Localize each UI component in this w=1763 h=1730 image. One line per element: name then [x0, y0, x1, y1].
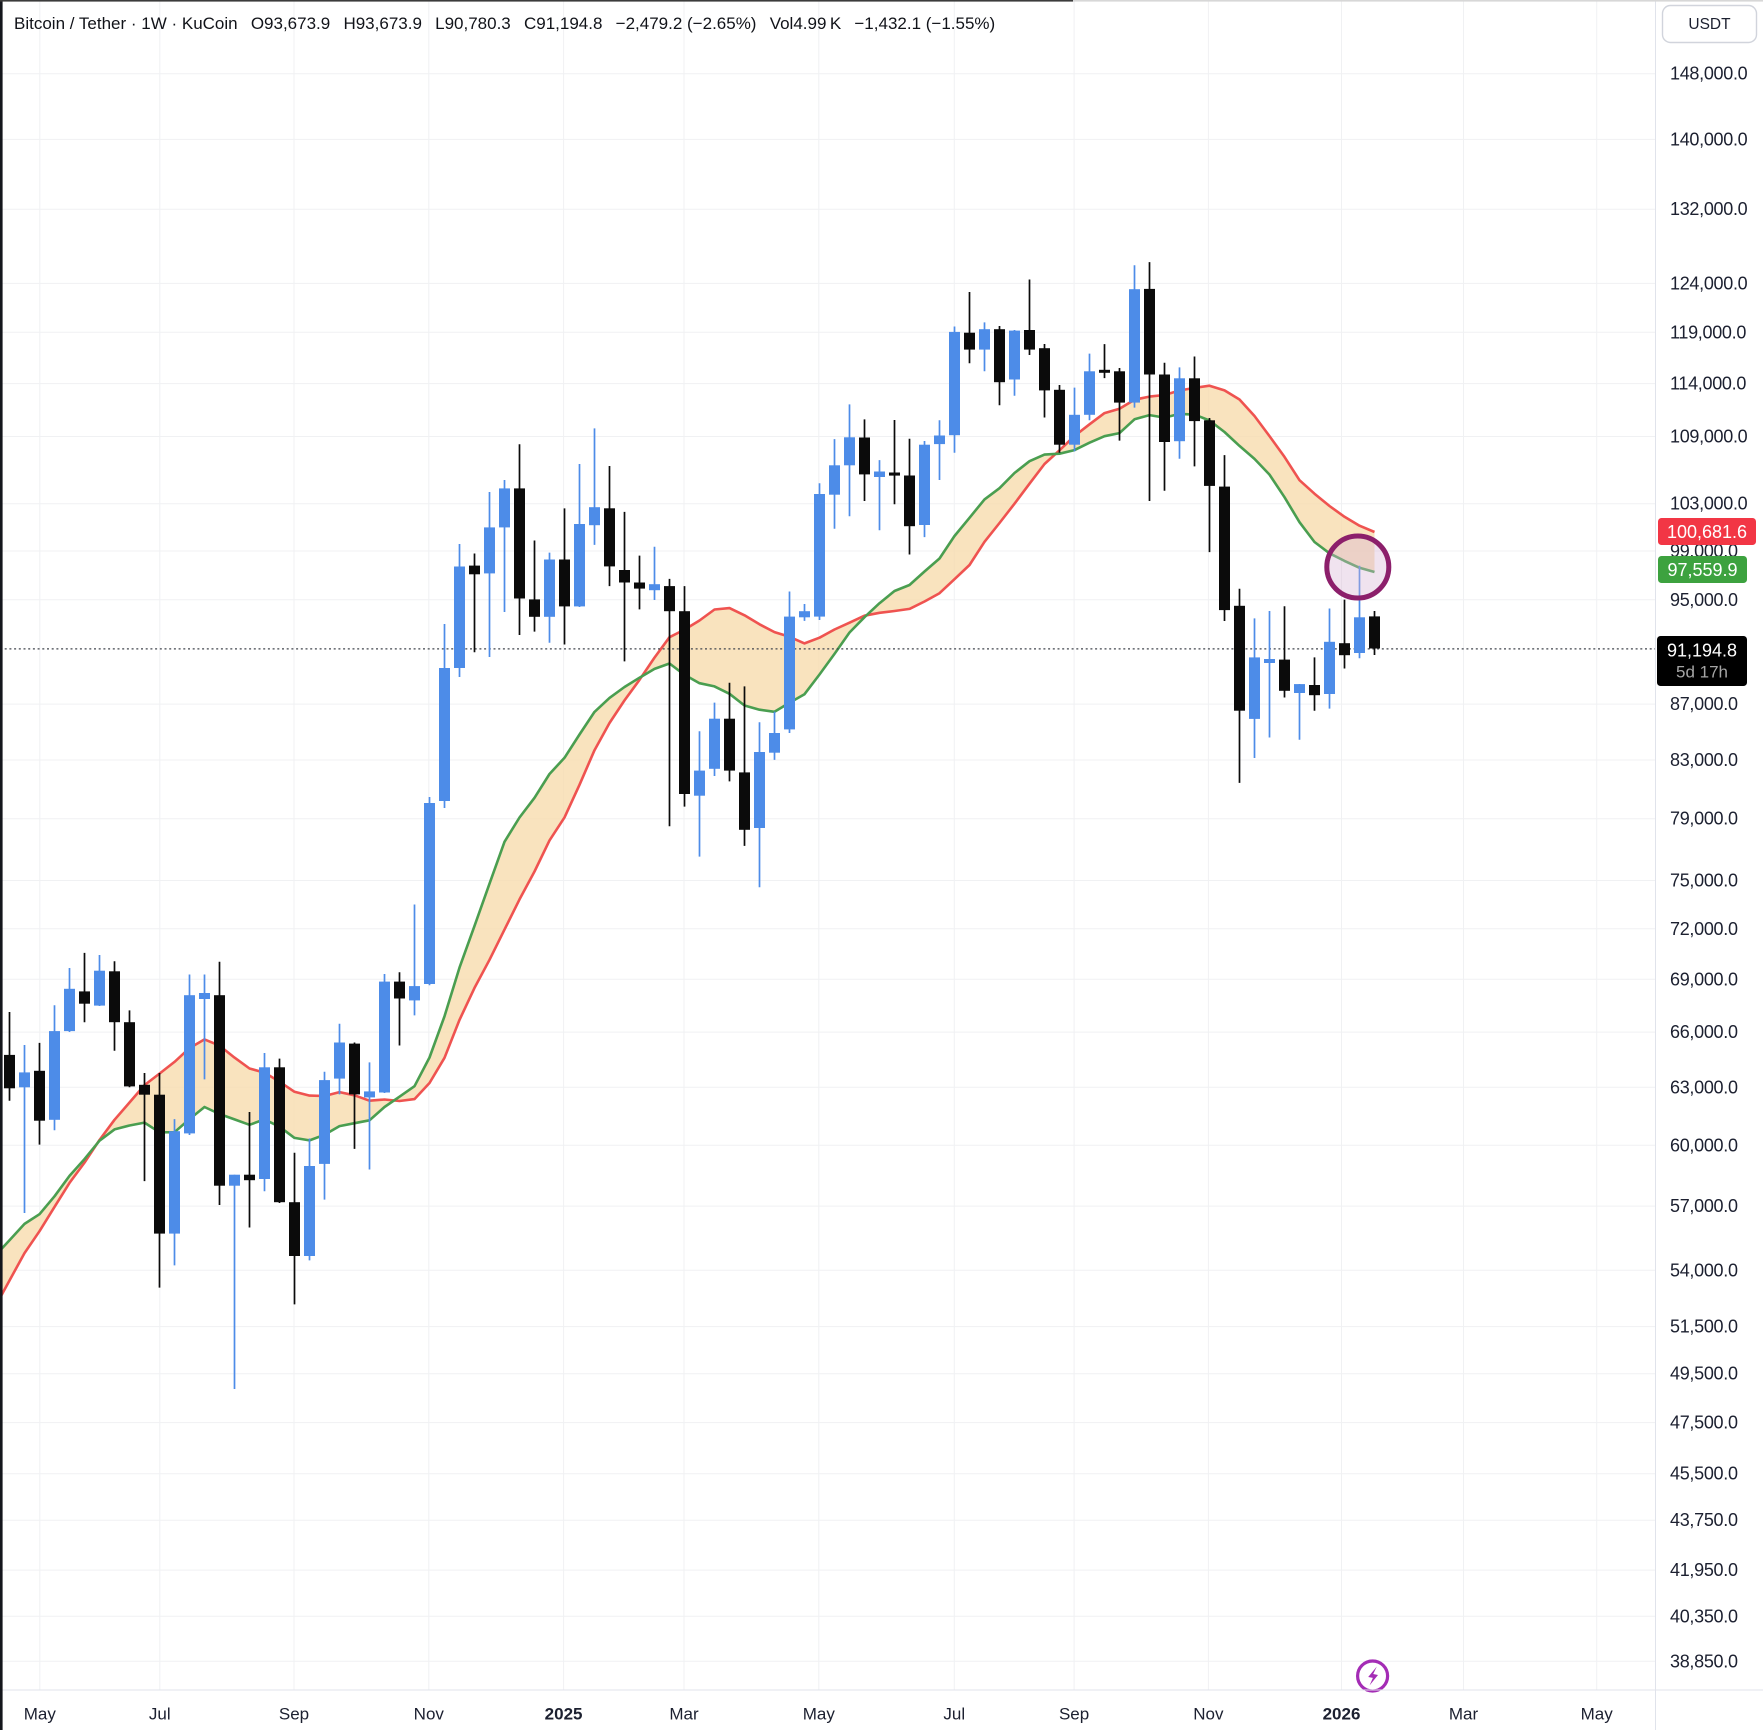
- svg-text:Sep: Sep: [279, 1705, 309, 1724]
- svg-text:45,500.0: 45,500.0: [1670, 1464, 1738, 1484]
- svg-text:54,000.0: 54,000.0: [1670, 1260, 1738, 1280]
- svg-text:124,000.0: 124,000.0: [1670, 273, 1748, 293]
- svg-text:Sep: Sep: [1059, 1705, 1089, 1724]
- svg-text:2025: 2025: [545, 1705, 583, 1724]
- svg-text:100,681.6: 100,681.6: [1667, 522, 1747, 542]
- svg-text:Jul: Jul: [149, 1705, 171, 1724]
- svg-text:91,194.8: 91,194.8: [1667, 641, 1737, 661]
- svg-text:43,750.0: 43,750.0: [1670, 1510, 1738, 1530]
- svg-text:5d 17h: 5d 17h: [1676, 663, 1728, 682]
- svg-text:May: May: [803, 1705, 836, 1724]
- svg-text:97,559.9: 97,559.9: [1667, 560, 1737, 580]
- svg-text:60,000.0: 60,000.0: [1670, 1135, 1738, 1155]
- svg-text:114,000.0: 114,000.0: [1670, 374, 1746, 394]
- svg-text:87,000.0: 87,000.0: [1670, 694, 1738, 714]
- svg-text:79,000.0: 79,000.0: [1670, 809, 1738, 829]
- svg-text:69,000.0: 69,000.0: [1670, 969, 1738, 989]
- svg-text:103,000.0: 103,000.0: [1670, 494, 1748, 514]
- svg-text:49,500.0: 49,500.0: [1670, 1364, 1738, 1384]
- svg-text:148,000.0: 148,000.0: [1670, 64, 1748, 84]
- svg-text:Nov: Nov: [1193, 1705, 1224, 1724]
- svg-text:Jul: Jul: [943, 1705, 965, 1724]
- svg-text:57,000.0: 57,000.0: [1670, 1196, 1738, 1216]
- svg-text:2026: 2026: [1323, 1705, 1361, 1724]
- svg-text:66,000.0: 66,000.0: [1670, 1022, 1738, 1042]
- svg-text:83,000.0: 83,000.0: [1670, 750, 1738, 770]
- svg-text:Mar: Mar: [669, 1705, 699, 1724]
- svg-text:May: May: [24, 1705, 57, 1724]
- svg-text:38,850.0: 38,850.0: [1670, 1651, 1738, 1671]
- svg-text:Bitcoin / Tether · 1W · KuCoin: Bitcoin / Tether · 1W · KuCoin O93,673.9…: [14, 14, 995, 33]
- svg-text:40,350.0: 40,350.0: [1670, 1606, 1738, 1626]
- svg-text:119,000.0: 119,000.0: [1670, 322, 1746, 342]
- svg-text:Mar: Mar: [1449, 1705, 1479, 1724]
- svg-text:USDT: USDT: [1688, 16, 1731, 33]
- svg-text:47,500.0: 47,500.0: [1670, 1413, 1738, 1433]
- svg-text:109,000.0: 109,000.0: [1670, 427, 1748, 447]
- svg-text:41,950.0: 41,950.0: [1670, 1560, 1738, 1580]
- svg-text:75,000.0: 75,000.0: [1670, 871, 1738, 891]
- svg-text:140,000.0: 140,000.0: [1670, 129, 1748, 149]
- svg-text:Nov: Nov: [414, 1705, 445, 1724]
- svg-text:132,000.0: 132,000.0: [1670, 199, 1748, 219]
- svg-text:63,000.0: 63,000.0: [1670, 1077, 1738, 1097]
- svg-text:72,000.0: 72,000.0: [1670, 919, 1738, 939]
- svg-text:May: May: [1581, 1705, 1614, 1724]
- svg-text:51,500.0: 51,500.0: [1670, 1317, 1738, 1337]
- svg-text:95,000.0: 95,000.0: [1670, 590, 1738, 610]
